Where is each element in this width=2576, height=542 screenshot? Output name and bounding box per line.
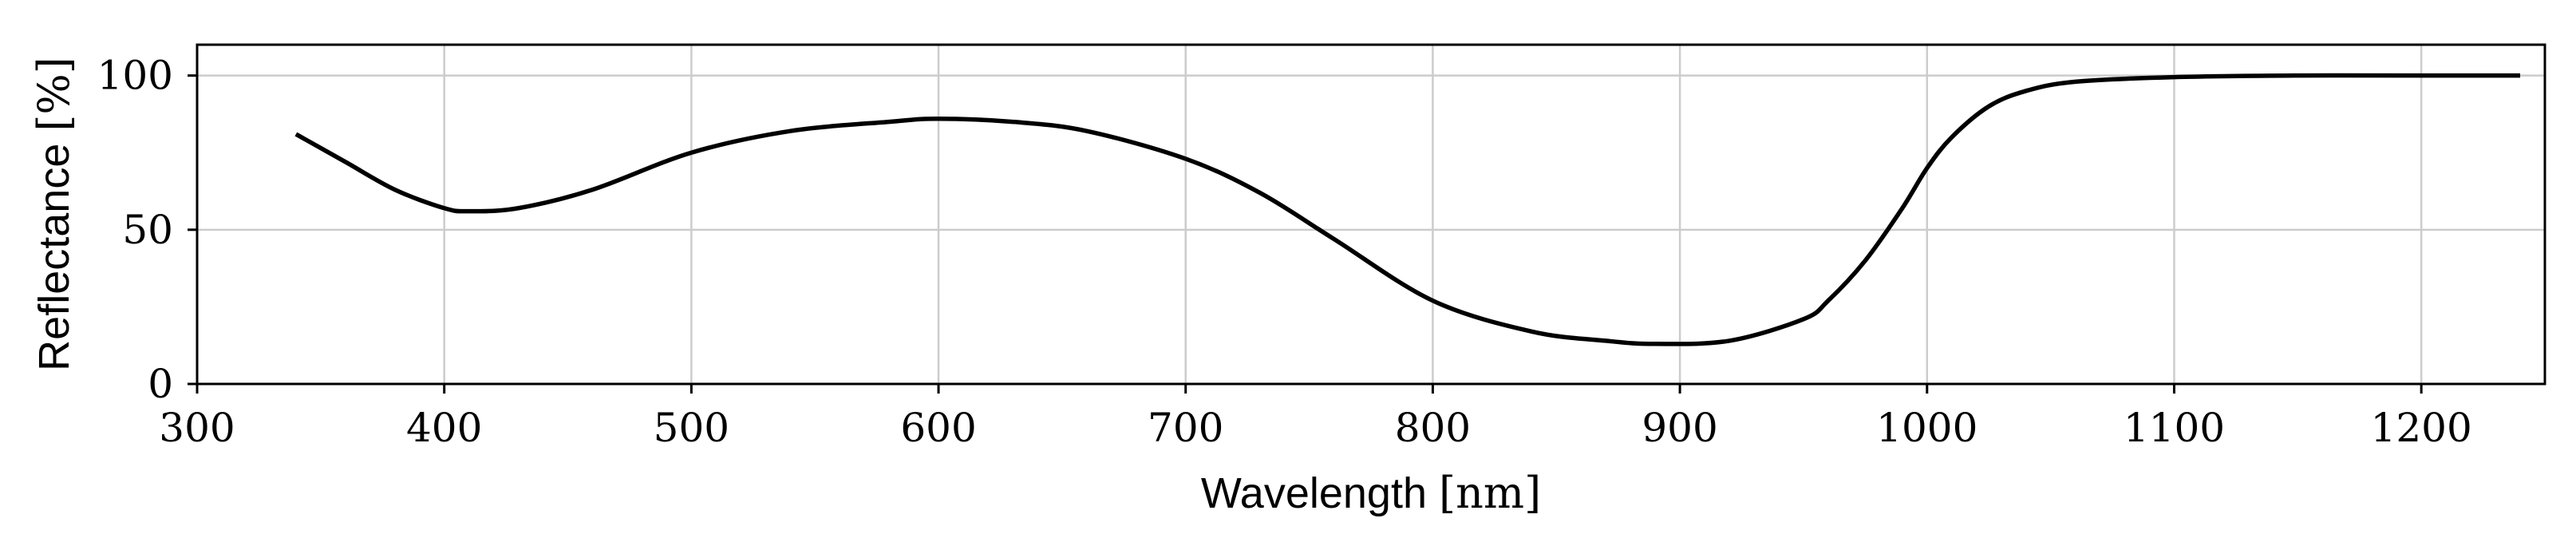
plot-frame [196, 43, 2546, 386]
x-tick-label: 400 [406, 405, 482, 451]
x-tick-label: 1200 [2371, 405, 2472, 451]
y-axis-label: Reflectance [%] [29, 57, 79, 371]
x-tick-label: 800 [1395, 405, 1471, 451]
x-axis-label: Wavelength [nm] [1201, 468, 1541, 518]
x-tick-label: 500 [654, 405, 729, 451]
x-tick-label: 1100 [2124, 405, 2225, 451]
y-tick-label: 100 [97, 53, 173, 99]
y-tick-label: 50 [122, 207, 173, 253]
x-tick-label: 700 [1148, 405, 1223, 451]
y-tick-label: 0 [148, 361, 173, 407]
x-tick-label: 300 [159, 405, 235, 451]
series-line-reflectance [294, 73, 2521, 346]
x-tick-label: 1000 [1876, 405, 1977, 451]
ticks: 300 400 500 600 700 800 900 1000 1100 1200 0 50 100 [97, 53, 2472, 451]
grid [196, 45, 2545, 386]
x-tick-label: 900 [1642, 405, 1717, 451]
x-tick-label: 600 [900, 405, 976, 451]
